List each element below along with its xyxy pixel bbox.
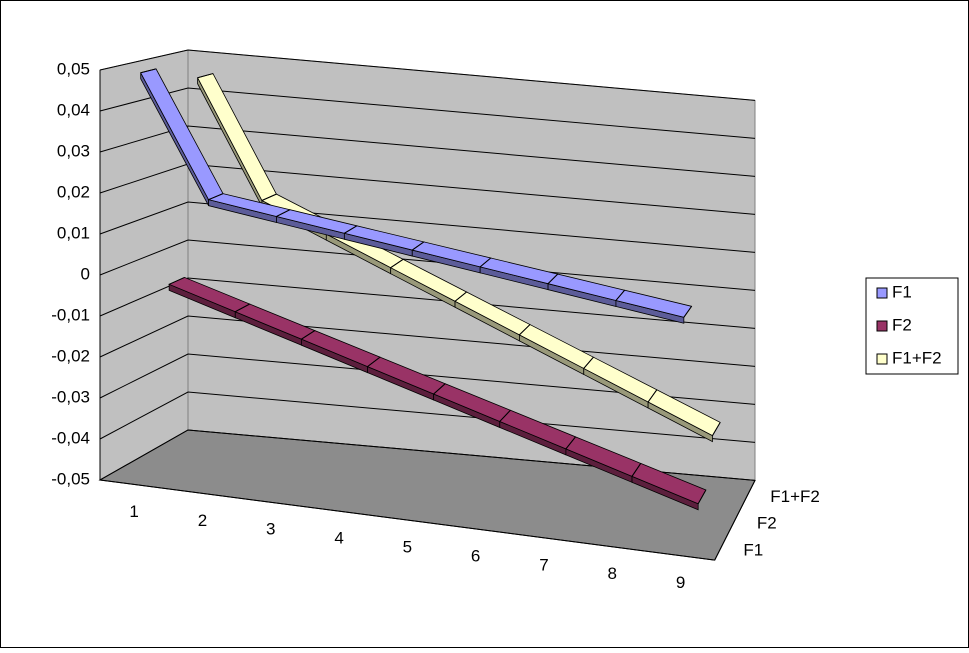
grid <box>99 49 756 561</box>
data-point <box>433 383 446 395</box>
legend-swatch <box>876 320 888 332</box>
data-point <box>697 489 707 505</box>
legend: F1 F2 F1+F2 <box>865 277 959 375</box>
data-point <box>390 258 404 269</box>
grid-line <box>99 391 756 443</box>
data-point <box>261 193 277 201</box>
y-tick-label: -0,03 <box>51 387 90 406</box>
depth-tick-label: F2 <box>757 514 777 533</box>
grid-line <box>99 429 756 481</box>
y-tick-label: 0,05 <box>57 59 90 78</box>
y-tick-label: 0,01 <box>57 223 90 242</box>
data-point <box>712 422 721 436</box>
x-tick-label: 8 <box>608 564 617 583</box>
data-point <box>479 257 492 268</box>
data-point <box>411 241 425 251</box>
data-point <box>301 330 316 340</box>
x-tick-label: 1 <box>129 502 138 521</box>
grid-line <box>99 125 756 177</box>
data-point <box>631 463 642 477</box>
x-tick-label: 9 <box>676 573 685 592</box>
data-point <box>208 193 224 201</box>
data-point <box>344 225 358 234</box>
data-point <box>565 436 576 450</box>
depth-axis <box>714 480 756 561</box>
y-tick-label: -0,05 <box>51 469 90 488</box>
legend-label: F1 <box>892 282 912 301</box>
data-point <box>547 273 559 285</box>
y-tick-label: 0 <box>81 264 90 283</box>
data-point <box>454 291 467 302</box>
data-point <box>519 324 531 336</box>
data-point <box>683 306 692 318</box>
y-tick-label: -0,02 <box>51 346 90 365</box>
data-point <box>168 276 185 285</box>
grid-line <box>99 277 756 329</box>
data-point <box>276 209 291 217</box>
depth-tick-label: F1 <box>743 540 763 559</box>
y-tick-label: -0,01 <box>51 305 90 324</box>
depth-tick-label: F1+F2 <box>770 487 820 506</box>
grid-line <box>99 353 756 405</box>
x-tick-label: 7 <box>539 555 548 574</box>
legend-swatch <box>876 353 888 365</box>
grid-line <box>99 201 756 253</box>
data-point <box>140 68 157 74</box>
grid-line <box>99 239 756 291</box>
y-tick-label: 0,04 <box>57 100 90 119</box>
x-axis <box>99 479 715 561</box>
data-point <box>583 356 594 369</box>
data-point <box>367 356 381 368</box>
series-marks <box>140 68 721 511</box>
x-tick-label: 3 <box>266 520 275 539</box>
data-point <box>197 73 214 79</box>
legend-label: F1+F2 <box>892 348 942 367</box>
data-point <box>235 303 250 313</box>
legend-swatch <box>876 287 888 299</box>
data-point <box>647 389 658 403</box>
y-tick-label: 0,02 <box>57 182 90 201</box>
data-point <box>499 409 511 422</box>
grid-line <box>99 49 756 101</box>
grid-line <box>99 87 756 139</box>
labels: -0,05 -0,04 -0,03 -0,02 -0,01 0 0,01 0,02 0,03 0,… <box>51 59 820 592</box>
x-tick-label: 6 <box>471 546 480 565</box>
x-tick-label: 4 <box>334 529 343 548</box>
legend-label: F2 <box>892 315 912 334</box>
x-tick-label: 5 <box>403 538 412 557</box>
x-tick-label: 2 <box>198 511 207 530</box>
y-tick-label: -0,04 <box>51 428 90 447</box>
y-tick-label: 0,03 <box>57 141 90 160</box>
data-point <box>615 289 626 301</box>
